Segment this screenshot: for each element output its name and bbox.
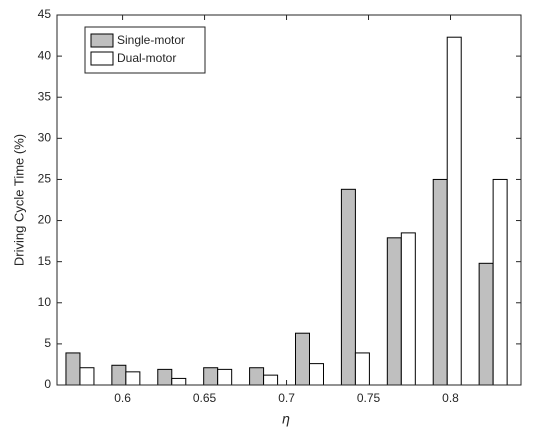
legend-swatch	[90, 51, 114, 66]
bar	[340, 188, 356, 386]
y-tick-label: 40	[38, 48, 52, 62]
bar	[400, 232, 416, 386]
x-tick-label: 0.8	[442, 391, 459, 405]
x-tick-label: 0.6	[114, 391, 131, 405]
y-tick-label: 30	[38, 131, 52, 145]
x-axis-label: η	[282, 411, 290, 427]
y-axis-label: Driving Cycle Time (%)	[11, 134, 26, 266]
legend-label: Dual-motor	[117, 51, 176, 65]
legend-label: Single-motor	[117, 33, 185, 47]
y-tick-label: 10	[38, 295, 52, 309]
bar	[308, 363, 324, 386]
bar	[294, 332, 310, 386]
bar	[432, 178, 448, 386]
y-tick-label: 0	[44, 377, 51, 391]
y-tick-label: 20	[38, 213, 52, 227]
x-tick-label: 0.75	[357, 391, 381, 405]
bar	[492, 178, 508, 386]
bar	[249, 367, 265, 386]
bar	[446, 36, 462, 386]
bar	[79, 367, 95, 386]
y-tick-label: 45	[38, 7, 52, 21]
bar	[478, 262, 494, 386]
x-tick-label: 0.7	[278, 391, 295, 405]
y-tick-label: 15	[38, 254, 52, 268]
bar	[157, 368, 173, 386]
y-tick-label: 25	[38, 172, 52, 186]
legend-swatch	[90, 33, 114, 48]
bar	[263, 374, 279, 386]
bar	[65, 352, 81, 386]
bar	[125, 371, 141, 386]
x-tick-label: 0.65	[193, 391, 217, 405]
y-tick-label: 35	[38, 89, 52, 103]
bar	[386, 237, 402, 386]
bar	[203, 367, 219, 386]
y-tick-label: 5	[44, 336, 51, 350]
bar	[111, 364, 127, 386]
plot-frame	[56, 14, 522, 386]
bar	[171, 377, 187, 386]
bar	[217, 368, 233, 386]
bar	[354, 352, 370, 386]
